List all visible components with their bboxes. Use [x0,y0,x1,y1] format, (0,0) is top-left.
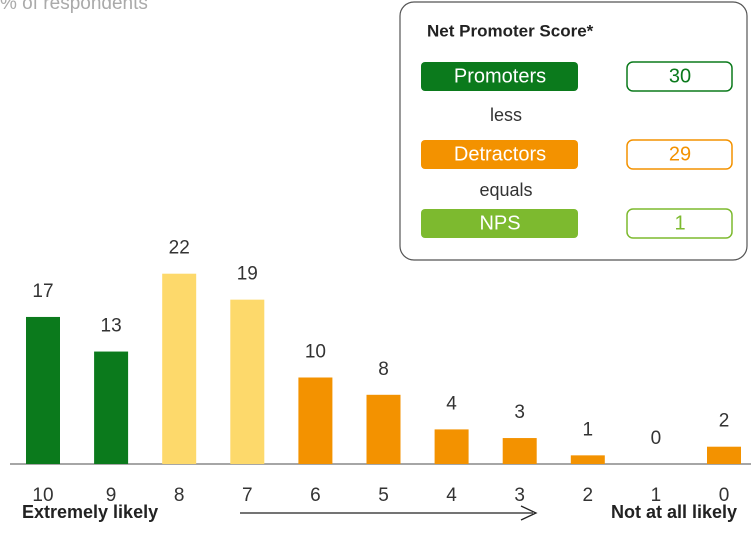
x-tick-label: 3 [514,485,525,506]
nps-value: 1 [674,212,685,234]
x-tick-label: 10 [32,485,53,506]
bar [366,394,401,464]
value-label: 0 [651,428,662,449]
bar [298,377,333,464]
bar [570,455,605,464]
x-tick-label: 4 [446,485,457,506]
value-label: 2 [719,411,730,432]
x-tick-label: 6 [310,485,321,506]
chart-title: % of respondents [0,0,148,14]
value-label: 19 [237,264,258,285]
nps-label: Detractors [454,143,546,165]
x-tick-label: 1 [651,485,662,506]
value-label: 4 [446,393,457,414]
nps-value: 30 [669,65,691,87]
x-label-right: Not at all likely [611,502,737,522]
nps-value: 29 [669,143,691,165]
bar [230,299,265,464]
value-label: 13 [101,316,122,337]
x-tick-label: 5 [378,485,389,506]
arrow-head [520,505,538,521]
bar [707,446,741,464]
x-tick-label: 8 [174,485,185,506]
nps-connector: less [490,105,522,125]
nps-connector: equals [479,180,532,200]
x-tick-label: 2 [583,485,594,506]
value-label: 3 [514,402,525,423]
value-label: 1 [583,419,594,440]
x-tick-label: 9 [106,485,117,506]
nps-label-box [421,140,578,169]
nps-title: Net Promoter Score* [427,21,594,40]
value-label: 17 [32,281,53,302]
value-label: 10 [305,342,326,363]
x-tick-label: 7 [242,485,253,506]
nps-value-box [626,139,733,170]
nps-label: NPS [479,212,520,234]
x-tick-label: 0 [719,485,730,506]
value-label: 22 [169,238,190,259]
nps-label: Promoters [454,65,546,87]
nps-value-box [626,61,733,92]
x-label-left: Extremely likely [22,502,158,522]
nps-label-box [421,209,578,238]
bar [94,351,129,464]
bar [162,273,197,464]
bar [434,429,469,464]
value-label: 8 [378,359,389,380]
bar [502,438,537,464]
nps-label-box [421,62,578,91]
nps-value-box [626,208,733,239]
bar [26,316,60,464]
